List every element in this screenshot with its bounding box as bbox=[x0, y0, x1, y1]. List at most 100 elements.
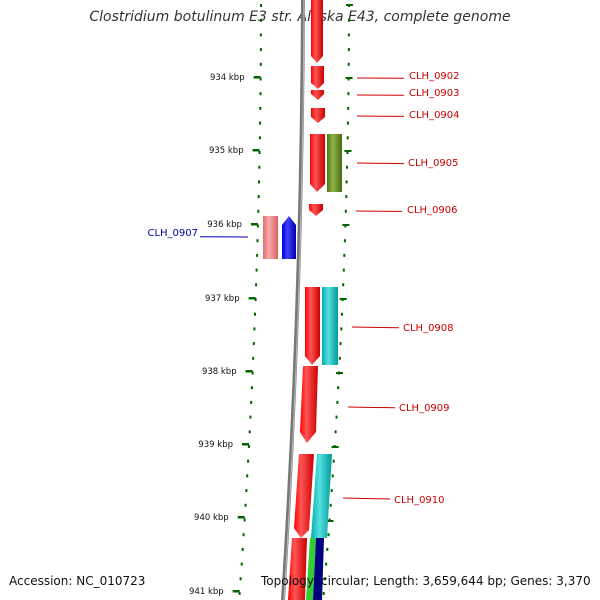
gene-feature[interactable] bbox=[306, 538, 316, 600]
tick-mark bbox=[245, 489, 248, 493]
tick-mark bbox=[345, 195, 348, 199]
tick-mark bbox=[331, 474, 334, 478]
tick-mark bbox=[340, 312, 343, 316]
gene-feature-clh-0902[interactable] bbox=[311, 66, 324, 89]
scale-label: 935 kbp bbox=[209, 146, 244, 156]
gene-feature-clh-0905-olive[interactable] bbox=[327, 134, 342, 192]
gene-feature[interactable] bbox=[311, 0, 323, 63]
genome-backbone-highlight bbox=[283, 0, 305, 600]
scale-label: 938 kbp bbox=[202, 367, 237, 377]
tick-mark bbox=[323, 577, 326, 581]
tick-mark bbox=[256, 224, 259, 228]
tick-mark bbox=[254, 312, 256, 316]
tick-mark bbox=[342, 268, 345, 272]
scale-label: 936 kbp bbox=[207, 220, 242, 230]
gene-feature-clh-0903[interactable] bbox=[311, 90, 324, 100]
gene-label-clh-0908[interactable]: CLH_0908 bbox=[403, 323, 454, 334]
tick-mark bbox=[347, 92, 350, 96]
major-tick bbox=[326, 520, 334, 522]
tick-mark bbox=[346, 151, 349, 154]
gene-label-clh-0906[interactable]: CLH_0906 bbox=[407, 205, 458, 216]
genome-backbone bbox=[281, 0, 305, 600]
feature-track bbox=[263, 0, 342, 600]
tick-mark bbox=[252, 356, 255, 360]
tick-mark bbox=[244, 503, 247, 507]
gene-label-clh-0909[interactable]: CLH_0909 bbox=[399, 403, 450, 414]
tick-mark bbox=[240, 562, 243, 566]
tick-mark bbox=[259, 77, 262, 81]
scale-label: 941 kbp bbox=[189, 587, 224, 597]
tick-mark bbox=[327, 533, 330, 537]
scale-labels: 934 kbp 935 kbp 936 kbp 937 kbp 938 kbp 939 k… bbox=[189, 73, 261, 597]
tick-mark bbox=[339, 342, 342, 346]
gene-feature-clh-0905-red[interactable] bbox=[310, 134, 325, 192]
gene-feature-clh-0906[interactable] bbox=[309, 204, 323, 216]
tick-mark bbox=[343, 239, 346, 243]
tick-mark bbox=[346, 136, 349, 140]
gene-label-clh-0910[interactable]: CLH_0910 bbox=[394, 495, 445, 506]
gene-feature[interactable] bbox=[313, 538, 324, 600]
tick-mark bbox=[336, 400, 339, 404]
gene-feature-clh-0907-blue[interactable] bbox=[282, 216, 296, 259]
tick-mark bbox=[259, 92, 262, 96]
major-tick bbox=[339, 298, 347, 300]
leader-line-clh-0905 bbox=[356, 162, 405, 165]
major-tick bbox=[331, 446, 339, 448]
gene-label-clh-0905[interactable]: CLH_0905 bbox=[408, 158, 459, 169]
gene-feature-clh-0910-cyan[interactable] bbox=[311, 454, 332, 538]
tick-mark bbox=[258, 151, 261, 154]
scale-tick bbox=[245, 370, 253, 373]
tick-mark bbox=[346, 165, 348, 169]
gene-feature-clh-0910-red[interactable] bbox=[294, 454, 314, 538]
tick-mark bbox=[259, 106, 262, 110]
tick-mark bbox=[241, 547, 244, 551]
tick-mark bbox=[258, 180, 260, 184]
tick-mark bbox=[255, 283, 258, 287]
tick-mark bbox=[256, 239, 259, 243]
tick-mark bbox=[347, 62, 350, 66]
tick-mark bbox=[335, 415, 338, 419]
major-tick bbox=[342, 224, 350, 226]
tick-mark bbox=[259, 48, 262, 52]
gene-feature-clh-0909[interactable] bbox=[300, 366, 318, 443]
gene-label-clh-0903[interactable]: CLH_0903 bbox=[409, 88, 460, 99]
gene-feature[interactable] bbox=[288, 538, 307, 600]
tick-mark bbox=[330, 489, 333, 493]
tick-mark bbox=[260, 4, 262, 7]
leader-line-clh-0910 bbox=[342, 497, 391, 500]
inner-tick-ring bbox=[238, 4, 262, 595]
tick-mark bbox=[259, 62, 262, 66]
gene-label-clh-0904[interactable]: CLH_0904 bbox=[409, 110, 460, 121]
gene-feature-clh-0904[interactable] bbox=[311, 108, 325, 123]
tick-mark bbox=[329, 503, 332, 507]
major-tick bbox=[344, 150, 352, 152]
tick-mark bbox=[260, 18, 262, 22]
accession-text: Accession: NC_010723 bbox=[9, 574, 146, 588]
gene-label-clh-0902[interactable]: CLH_0902 bbox=[409, 71, 460, 82]
tick-mark bbox=[257, 209, 260, 213]
tick-mark bbox=[259, 121, 262, 125]
tick-mark bbox=[252, 342, 255, 346]
scale-tick bbox=[237, 516, 245, 519]
tick-mark bbox=[334, 430, 337, 434]
tick-mark bbox=[243, 518, 246, 522]
tick-mark bbox=[348, 18, 350, 22]
gene-feature-clh-0907-pink[interactable] bbox=[263, 216, 278, 259]
scale-tick bbox=[232, 590, 240, 593]
gene-feature-clh-0908-cyan[interactable] bbox=[322, 287, 338, 365]
gene-label-clh-0907[interactable]: CLH_0907 bbox=[147, 228, 198, 239]
topology-text: Topology: circular; Length: 3,659,644 bp… bbox=[261, 574, 591, 588]
tick-mark bbox=[258, 136, 261, 140]
tick-mark bbox=[257, 195, 260, 199]
scale-label: 934 kbp bbox=[210, 73, 245, 83]
gene-feature-clh-0908-red[interactable] bbox=[305, 287, 320, 365]
tick-mark bbox=[338, 356, 341, 360]
tick-mark bbox=[247, 459, 250, 463]
page-title: Clostridium botulinum E3 str. Alaska E43… bbox=[89, 9, 511, 25]
tick-mark bbox=[345, 180, 348, 184]
tick-mark bbox=[246, 474, 249, 478]
tick-mark bbox=[239, 577, 242, 581]
tick-mark bbox=[326, 547, 329, 551]
scale-tick bbox=[252, 149, 260, 152]
